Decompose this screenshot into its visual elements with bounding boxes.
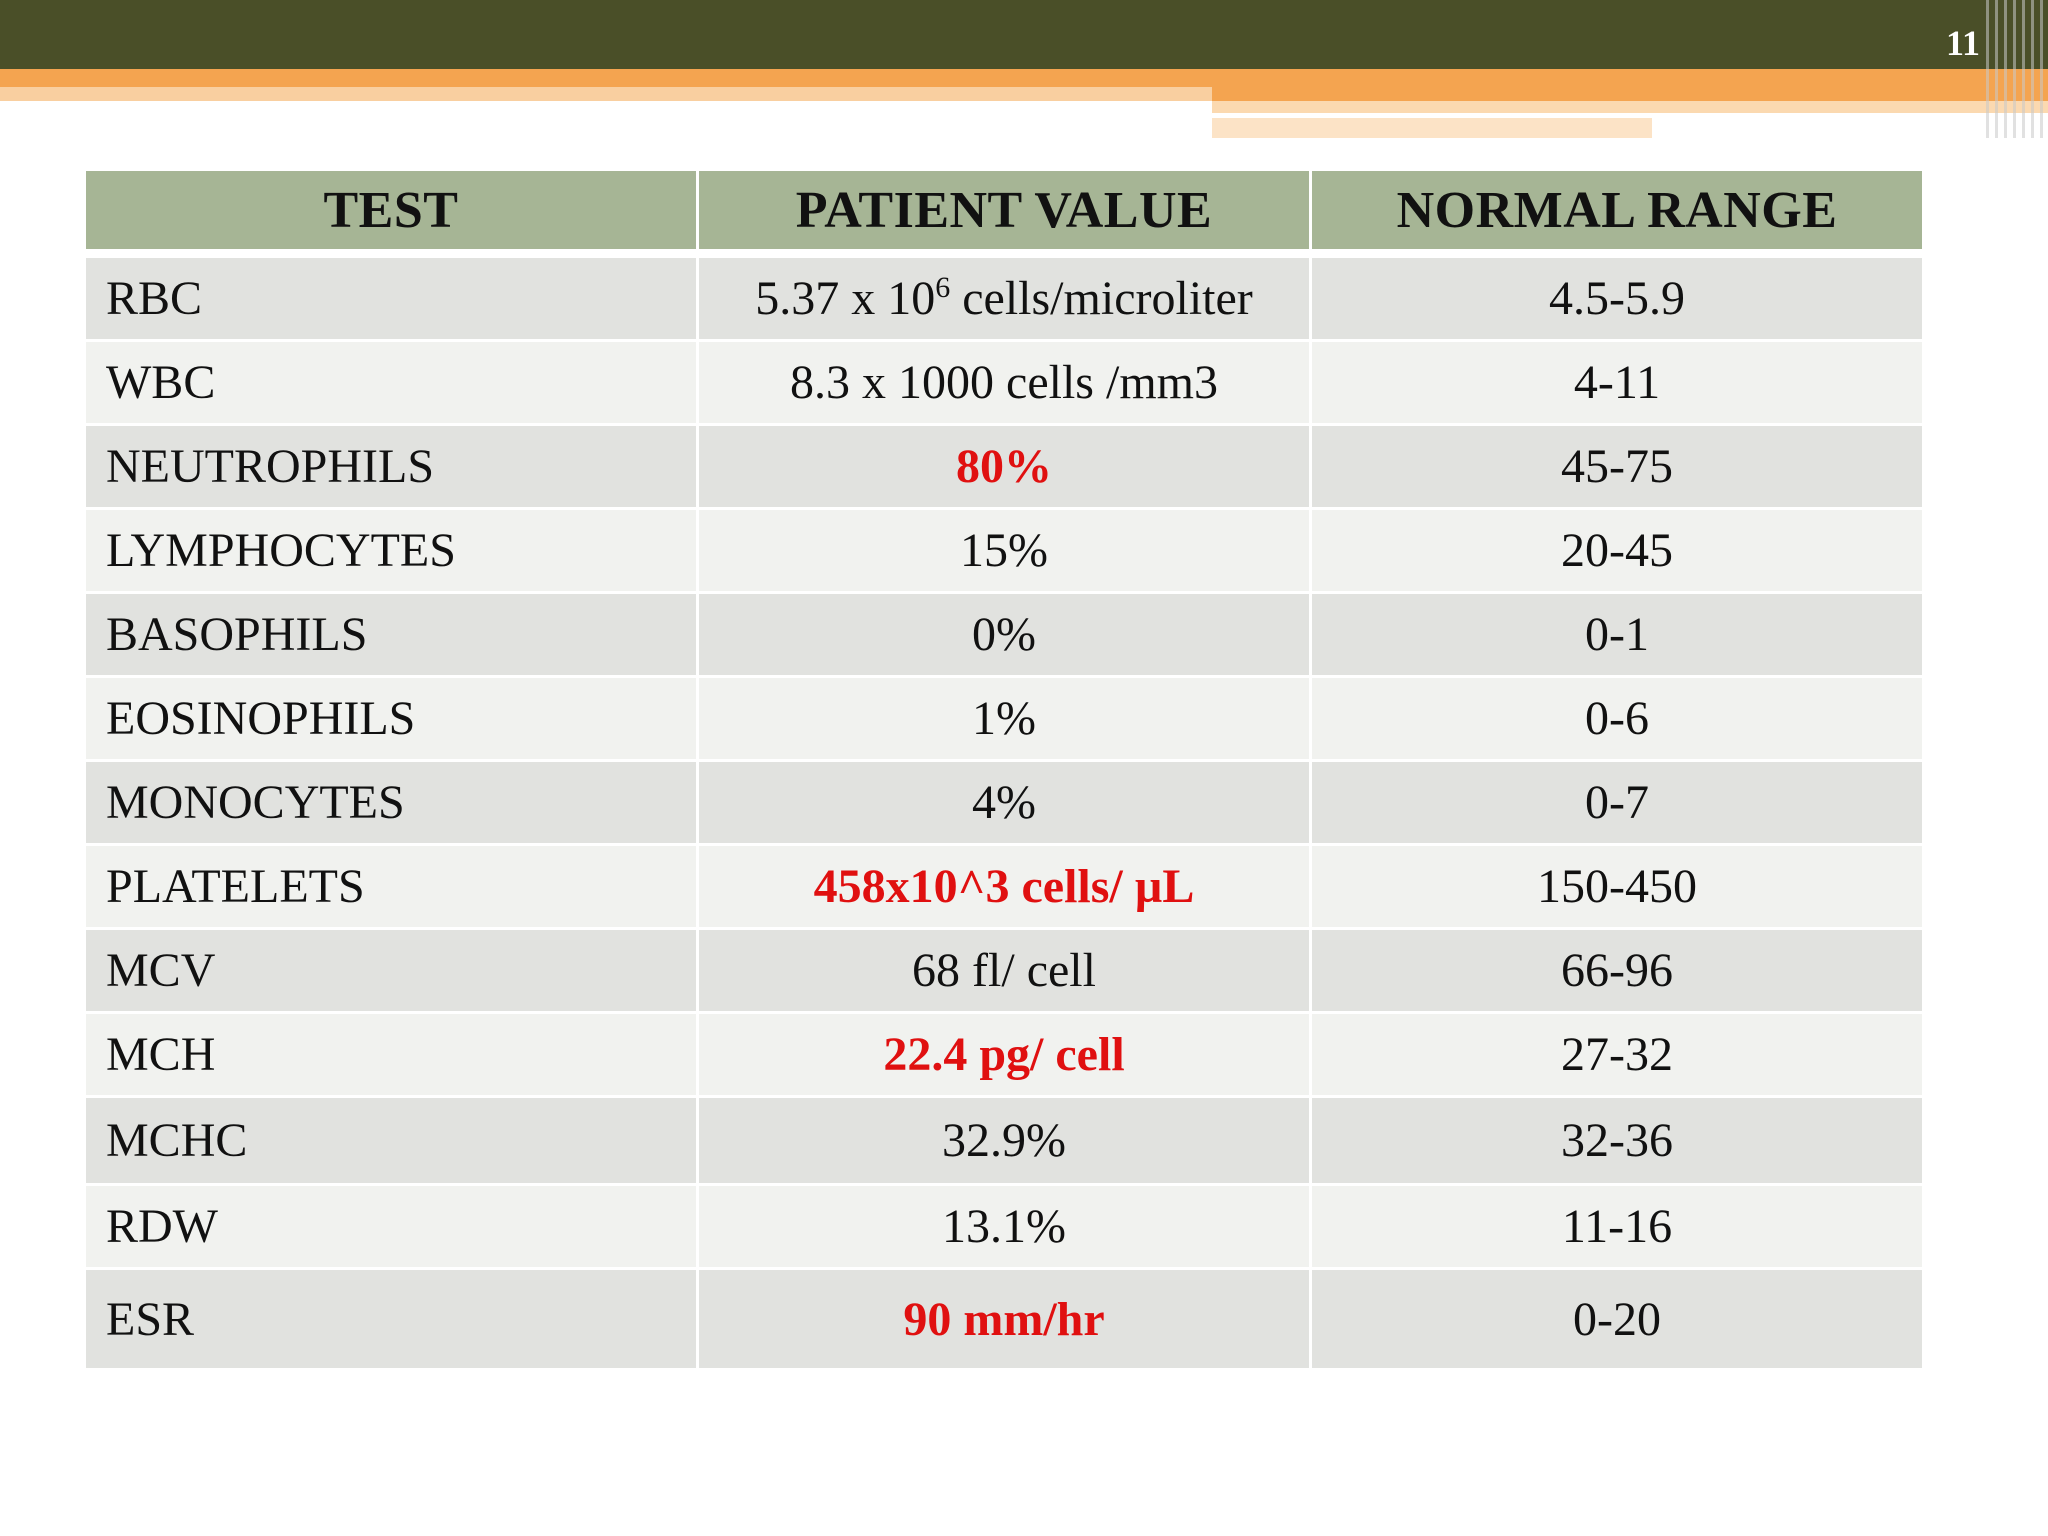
table-row: MONOCYTES 4% 0-7	[86, 762, 1922, 843]
test-name: WBC	[86, 342, 696, 423]
normal-range: 32-36	[1312, 1098, 1922, 1183]
normal-range: 27-32	[1312, 1014, 1922, 1095]
patient-value: 15%	[699, 510, 1309, 591]
test-name: MCHC	[86, 1098, 696, 1183]
table-row: LYMPHOCYTES 15% 20-45	[86, 510, 1922, 591]
normal-range: 20-45	[1312, 510, 1922, 591]
header-normal-range: NORMAL RANGE	[1312, 171, 1922, 249]
test-name: MCV	[86, 930, 696, 1011]
test-name: RBC	[86, 252, 696, 339]
normal-range: 150-450	[1312, 846, 1922, 927]
accent-band-light-lower	[1212, 118, 1652, 138]
header-patient-value: PATIENT VALUE	[699, 171, 1309, 249]
decorative-stripes	[1980, 0, 2048, 138]
patient-value: 458x10^3 cells/ µL	[699, 846, 1309, 927]
table-row: NEUTROPHILS 80% 45-75	[86, 426, 1922, 507]
patient-value: 8.3 x 1000 cells /mm3	[699, 342, 1309, 423]
patient-value: 13.1%	[699, 1186, 1309, 1267]
table-row: MCHC 32.9% 32-36	[86, 1098, 1922, 1183]
patient-value: 4%	[699, 762, 1309, 843]
normal-range: 11-16	[1312, 1186, 1922, 1267]
patient-value: 68 fl/ cell	[699, 930, 1309, 1011]
normal-range: 4-11	[1312, 342, 1922, 423]
value-prefix: 5.37 x 10	[755, 272, 936, 325]
patient-value: 1%	[699, 678, 1309, 759]
table-row: MCV 68 fl/ cell 66-96	[86, 930, 1922, 1011]
patient-value: 90 mm/hr	[699, 1270, 1309, 1368]
header-test: TEST	[86, 171, 696, 249]
patient-value: 0%	[699, 594, 1309, 675]
accent-band-right	[1212, 87, 2048, 101]
lab-results-table: TEST PATIENT VALUE NORMAL RANGE RBC 5.37…	[83, 168, 1925, 1371]
normal-range: 0-7	[1312, 762, 1922, 843]
patient-value: 80%	[699, 426, 1309, 507]
patient-value: 32.9%	[699, 1098, 1309, 1183]
normal-range: 45-75	[1312, 426, 1922, 507]
normal-range: 4.5-5.9	[1312, 252, 1922, 339]
table-header-row: TEST PATIENT VALUE NORMAL RANGE	[86, 171, 1922, 249]
table-row: EOSINOPHILS 1% 0-6	[86, 678, 1922, 759]
test-name: MONOCYTES	[86, 762, 696, 843]
table-row: ESR 90 mm/hr 0-20	[86, 1270, 1922, 1368]
normal-range: 0-1	[1312, 594, 1922, 675]
header-band	[0, 0, 2048, 69]
value-suffix: cells/microliter	[950, 272, 1253, 325]
table-row: WBC 8.3 x 1000 cells /mm3 4-11	[86, 342, 1922, 423]
test-name: NEUTROPHILS	[86, 426, 696, 507]
accent-band	[0, 69, 2048, 87]
value-exponent: 6	[935, 271, 951, 304]
test-name: LYMPHOCYTES	[86, 510, 696, 591]
normal-range: 66-96	[1312, 930, 1922, 1011]
test-name: EOSINOPHILS	[86, 678, 696, 759]
test-name: RDW	[86, 1186, 696, 1267]
test-name: BASOPHILS	[86, 594, 696, 675]
test-name: MCH	[86, 1014, 696, 1095]
table-row: RDW 13.1% 11-16	[86, 1186, 1922, 1267]
normal-range: 0-6	[1312, 678, 1922, 759]
accent-band-light-right	[1212, 101, 2048, 113]
test-name: PLATELETS	[86, 846, 696, 927]
table-row: BASOPHILS 0% 0-1	[86, 594, 1922, 675]
accent-band-divider	[1212, 113, 1896, 118]
table-row: PLATELETS 458x10^3 cells/ µL 150-450	[86, 846, 1922, 927]
patient-value: 5.37 x 106 cells/microliter	[699, 252, 1309, 339]
slide-number: 11	[1945, 23, 1980, 63]
table-row: MCH 22.4 pg/ cell 27-32	[86, 1014, 1922, 1095]
accent-band-light	[0, 87, 1212, 101]
test-name: ESR	[86, 1270, 696, 1368]
patient-value: 22.4 pg/ cell	[699, 1014, 1309, 1095]
table-row: RBC 5.37 x 106 cells/microliter 4.5-5.9	[86, 252, 1922, 339]
normal-range: 0-20	[1312, 1270, 1922, 1368]
